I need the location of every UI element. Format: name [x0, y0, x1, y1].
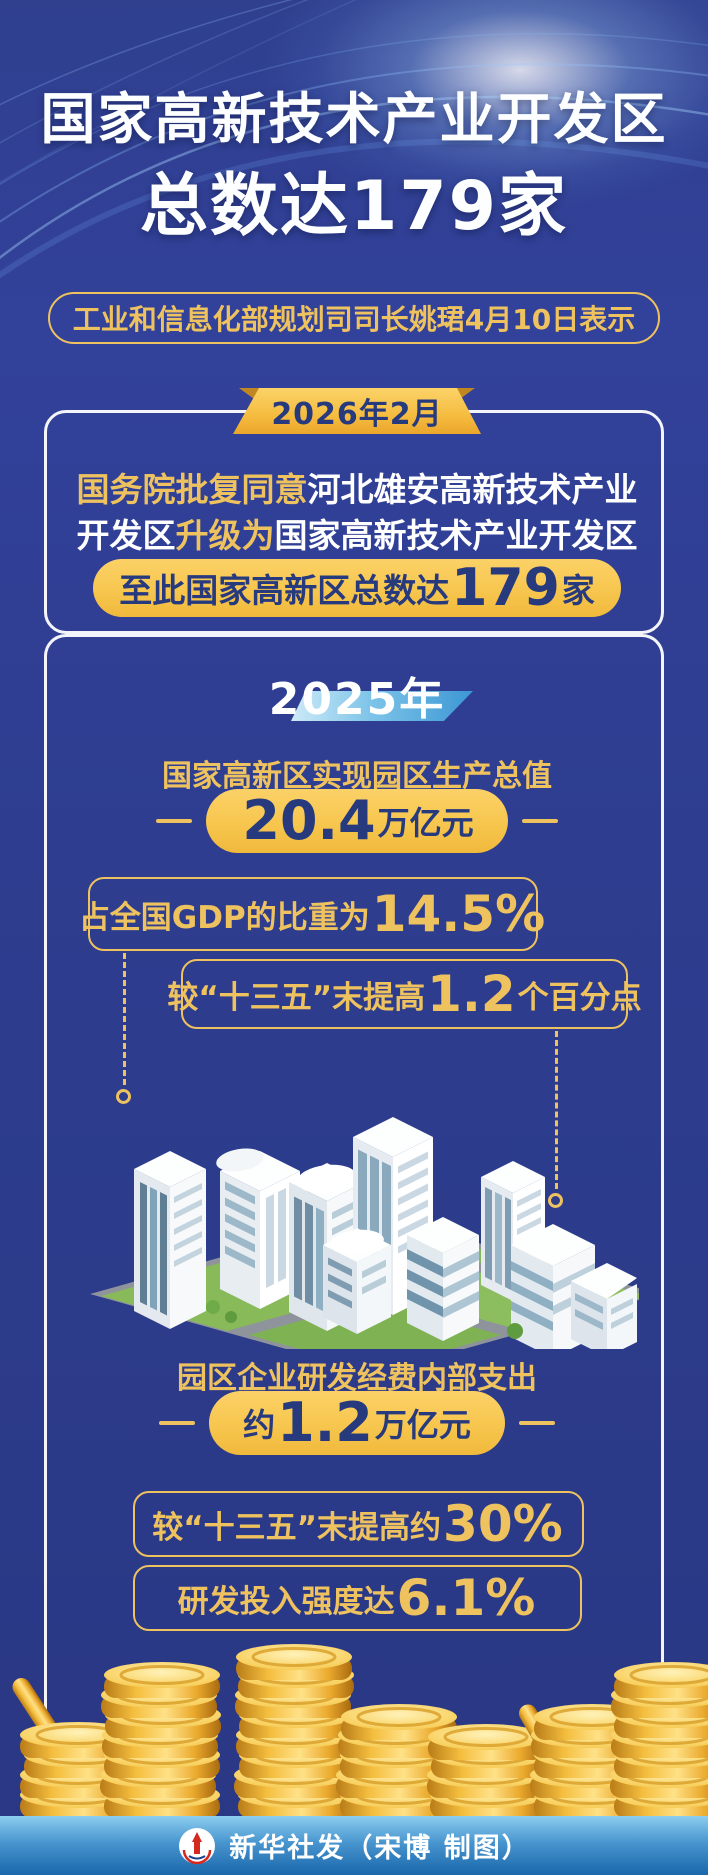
rd-intensity-pre: 研发投入强度达 — [177, 1583, 395, 1620]
rd-pill-row: 约 1.2 万亿元 — [47, 1391, 667, 1455]
header-2025: 2025年 — [47, 663, 667, 725]
rd-note-value: 30% — [443, 1495, 563, 1553]
gdp-unit: 万亿元 — [377, 804, 474, 842]
pill-suffix: 家 — [561, 571, 595, 610]
dash-decoration — [521, 819, 558, 823]
line1-highlight: 国务院批复同意 — [76, 470, 308, 509]
rd-note-pre: 较“十三五”末提高约 — [152, 1509, 442, 1546]
card-2026-line1: 国务院批复同意河北雄安高新技术产业 — [47, 463, 667, 511]
connector-dot-right — [548, 1193, 563, 1208]
subtitle-text: 工业和信息化部规划司司长姚珺4月10日表示 — [72, 303, 636, 336]
pill-pre: 至此国家高新区总数达 — [119, 571, 450, 610]
buildings-illustration — [90, 1117, 639, 1349]
gdp-label: 国家高新区实现园区生产总值 — [162, 759, 552, 794]
rd-value-pill: 约 1.2 万亿元 — [209, 1391, 505, 1455]
connector-dot-left — [116, 1089, 131, 1104]
line1-rest: 河北雄安高新技术产业 — [307, 470, 638, 509]
rd-value: 1.2 — [277, 1391, 373, 1454]
card-2026: 2026年2月 国务院批复同意河北雄安高新技术产业 开发区升级为国家高新技术产业… — [44, 388, 667, 634]
poster-title-line2: 总数达179家 — [140, 167, 568, 246]
gdp-share-pre: 占全国GDP的比重为 — [78, 899, 370, 936]
ribbon-label: 2026年2月 — [271, 397, 443, 432]
card-2025: 2025年 国家高新区实现园区生产总值 20.4 万亿元 占全国GDP的比重为 … — [44, 634, 664, 1830]
xinhua-logo-icon — [179, 1827, 216, 1864]
line2-highlight: 升级为 — [175, 516, 275, 555]
coins-illustration — [9, 1642, 708, 1818]
footer-credit-bar: 新华社发（宋博 制图） — [0, 1816, 708, 1875]
dash-decoration — [156, 819, 193, 823]
ribbon-band: 2026年2月 — [233, 388, 481, 434]
line2-rest: 国家高新技术产业开发区 — [274, 516, 638, 555]
gdp-note-value: 1.2 — [427, 965, 516, 1023]
gdp-note-pre: 较“十三五”末提高 — [167, 979, 426, 1016]
dash-decoration — [159, 1421, 196, 1425]
header-trapezoid-decoration — [291, 691, 473, 721]
rd-note-box: 较“十三五”末提高约 30% — [133, 1491, 584, 1557]
dash-decoration — [518, 1421, 555, 1425]
gdp-share-box: 占全国GDP的比重为 14.5% — [79, 877, 545, 951]
rd-intensity-box: 研发投入强度达 6.1% — [133, 1565, 582, 1631]
rd-spending-label: 园区企业研发经费内部支出 — [177, 1361, 537, 1396]
card-2026-line2: 开发区升级为国家高新技术产业开发区 — [47, 509, 667, 557]
swoosh-lines-decoration — [0, 0, 708, 279]
rd-value-pre: 约 — [243, 1406, 276, 1444]
footer-credit-text: 新华社发（宋博 制图） — [229, 1833, 531, 1864]
total-zones-pill: 至此国家高新区总数达 179 家 — [93, 559, 621, 617]
pill-number: 179 — [451, 558, 560, 618]
dashed-connector-left — [123, 953, 126, 1085]
gdp-note-box: 较“十三五”末提高 1.2 个百分点 — [167, 959, 642, 1029]
poster-title-line1: 国家高新技术产业开发区 — [40, 87, 668, 151]
rd-intensity-value: 6.1% — [396, 1569, 536, 1627]
dashed-connector-right — [555, 1031, 558, 1189]
line2-pre: 开发区 — [76, 516, 176, 555]
gdp-share-value: 14.5% — [371, 885, 546, 943]
subtitle-box: 工业和信息化部规划司司长姚珺4月10日表示 — [48, 292, 660, 344]
gdp-note-suffix: 个百分点 — [517, 979, 642, 1016]
ribbon-2026: 2026年2月 — [233, 388, 481, 434]
gdp-value-pill: 20.4 万亿元 — [206, 789, 508, 853]
rd-unit: 万亿元 — [374, 1406, 471, 1444]
gdp-pill-row: 20.4 万亿元 — [47, 789, 667, 853]
header-2025-text: 2025年 — [268, 674, 446, 725]
gdp-value: 20.4 — [242, 789, 376, 852]
